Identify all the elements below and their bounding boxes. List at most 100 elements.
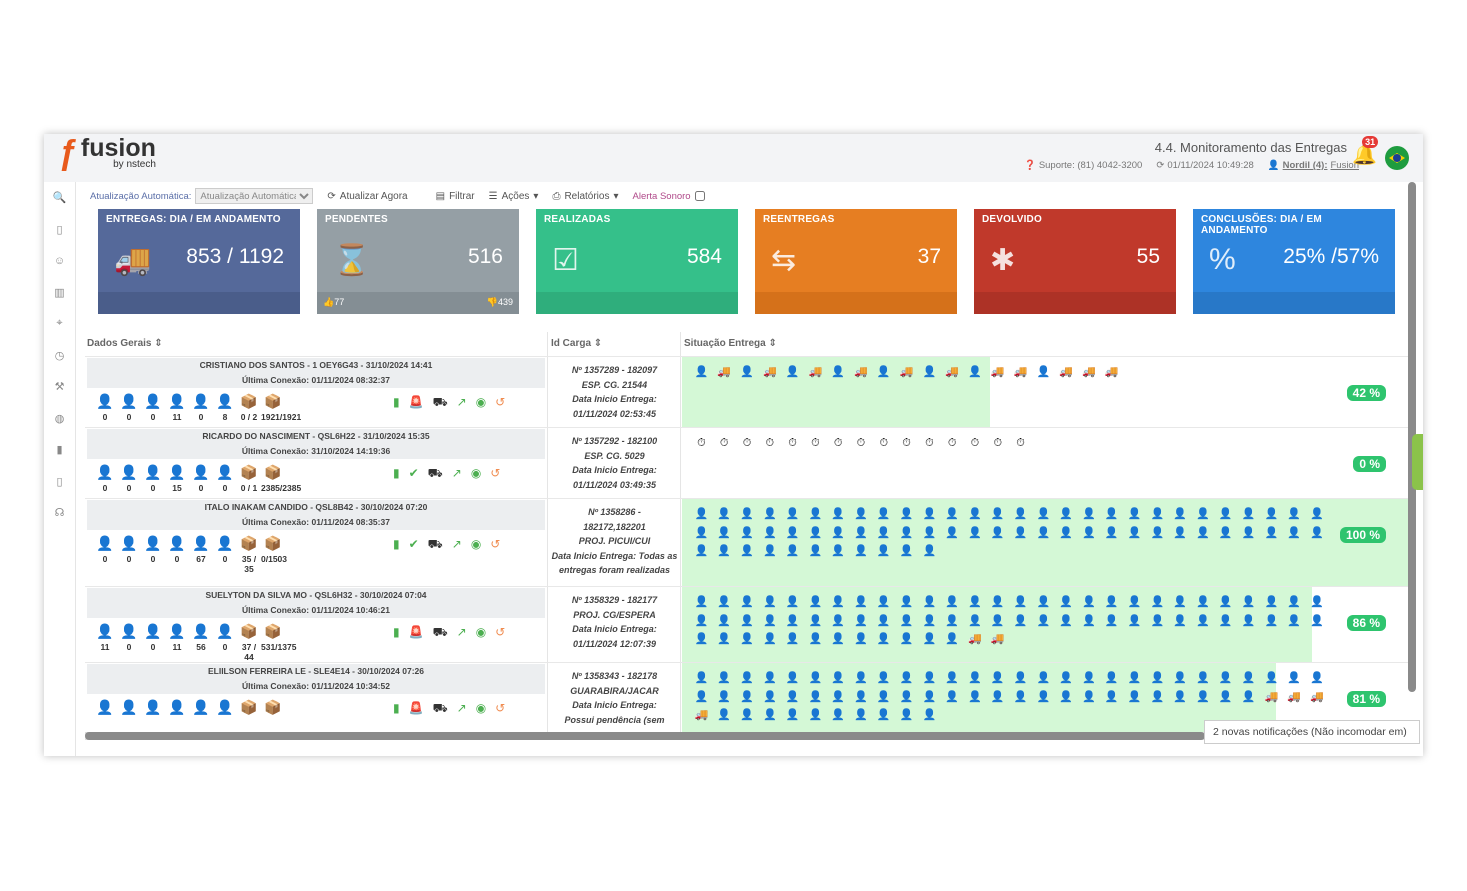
- person-green-icon[interactable]: 👤: [1218, 596, 1233, 608]
- person-green-icon[interactable]: 👤: [717, 709, 732, 721]
- person-green-icon[interactable]: 👤: [831, 526, 846, 539]
- person-green-icon[interactable]: 👤: [808, 690, 823, 703]
- person-green-icon[interactable]: 👤: [762, 526, 777, 539]
- globe-icon[interactable]: ◍: [54, 412, 65, 425]
- person-green-icon[interactable]: 👤: [1013, 526, 1028, 539]
- person-green-icon[interactable]: 👤: [990, 672, 1005, 684]
- document-icon[interactable]: ▯: [56, 223, 63, 236]
- actions-menu[interactable]: ☰ Ações ▾: [488, 190, 539, 202]
- person-green-icon[interactable]: 👤: [1173, 526, 1187, 539]
- person-green-icon[interactable]: 👤: [1173, 614, 1187, 627]
- person-green-icon[interactable]: 👤: [1310, 614, 1324, 627]
- person-green-icon[interactable]: 👤: [1036, 690, 1051, 703]
- history-icon[interactable]: ↺: [490, 537, 501, 551]
- person-green-icon[interactable]: 👤: [1218, 508, 1233, 520]
- gps-icon[interactable]: ◉: [475, 701, 487, 715]
- person-green-icon[interactable]: 👤: [808, 508, 823, 520]
- person-green-icon[interactable]: 👤: [1036, 508, 1051, 520]
- clock-icon[interactable]: ⏱: [697, 437, 706, 449]
- person-red-icon[interactable]: 👤: [740, 596, 754, 608]
- person-green-icon[interactable]: 👤: [740, 709, 754, 721]
- person-green-icon[interactable]: 👤: [785, 596, 800, 608]
- person-green-icon[interactable]: 👤: [1264, 672, 1279, 684]
- person-green-icon[interactable]: 👤: [694, 633, 709, 645]
- truck-icon[interactable]: 🚚: [1059, 366, 1073, 378]
- person-green-icon[interactable]: 👤: [1036, 596, 1051, 608]
- table-row[interactable]: RICARDO DO NASCIMENT - QSL6H22 - 31/10/2…: [85, 427, 1408, 498]
- user-menu[interactable]: 👤 Nordil (4): Fusion: [1267, 160, 1359, 171]
- side-tab-handle[interactable]: [1412, 434, 1423, 490]
- person-green-icon[interactable]: 👤: [808, 614, 823, 627]
- person-green-icon[interactable]: 👤: [831, 690, 846, 703]
- person-green-icon[interactable]: 👤: [922, 614, 937, 627]
- summary-card[interactable]: CONCLUSÕES: DIA / EM ANDAMENTO % 25% /57…: [1193, 209, 1395, 314]
- search-icon[interactable]: 🔍: [52, 192, 67, 205]
- person-red-icon[interactable]: 👤: [831, 672, 846, 684]
- person-green-icon[interactable]: 👤: [808, 709, 823, 721]
- person-red-icon[interactable]: 👤: [876, 596, 891, 608]
- person-green-icon[interactable]: 👤: [1287, 508, 1301, 520]
- person-green-icon[interactable]: 👤: [922, 545, 937, 557]
- person-orange-icon[interactable]: 👤: [876, 366, 891, 378]
- person-red-icon[interactable]: 👤: [1104, 672, 1119, 684]
- summary-card[interactable]: REENTREGAS ⇆ 37: [755, 209, 957, 314]
- table-row[interactable]: SUELYTON DA SILVA MO - QSL6H32 - 30/10/2…: [85, 586, 1408, 662]
- person-green-icon[interactable]: 👤: [1218, 672, 1233, 684]
- status-counter[interactable]: 👤 56: [189, 623, 213, 662]
- check-icon[interactable]: ✔: [408, 466, 419, 480]
- clock-icon[interactable]: ⏱: [1016, 437, 1025, 449]
- fusion-logo[interactable]: ƒ fusion by nstech: [58, 136, 156, 171]
- history-icon[interactable]: ↺: [495, 701, 506, 715]
- person-green-icon[interactable]: 👤: [1287, 596, 1301, 608]
- person-red-icon[interactable]: 👤: [1059, 690, 1073, 703]
- col-header-general[interactable]: Dados Gerais ⇕: [85, 332, 548, 356]
- person-red-icon[interactable]: 👤: [922, 690, 937, 703]
- person-green-icon[interactable]: 👤: [945, 633, 960, 645]
- person-yellow-icon[interactable]: 👤: [717, 672, 732, 684]
- battery-icon[interactable]: ▮: [393, 625, 400, 639]
- person-green-icon[interactable]: 👤: [922, 672, 937, 684]
- person-green-icon[interactable]: 👤: [899, 508, 914, 520]
- person-green-icon[interactable]: 👤: [1013, 672, 1028, 684]
- load-id-cell[interactable]: Nº 1357289 - 182097 ESP. CG. 21544 Data In…: [549, 357, 681, 427]
- person-green-icon[interactable]: 👤: [876, 690, 891, 703]
- person-red-icon[interactable]: 👤: [1082, 596, 1096, 608]
- history-icon[interactable]: ↺: [495, 625, 506, 639]
- person-green-icon[interactable]: 👤: [1196, 526, 1210, 539]
- wrench-icon[interactable]: ⚒: [54, 381, 65, 394]
- truck-icon[interactable]: 🚚: [1287, 690, 1301, 703]
- person-green-icon[interactable]: 👤: [1310, 526, 1324, 539]
- status-counter[interactable]: 👤 0: [141, 393, 165, 422]
- notifications-button[interactable]: 🔔 31: [1352, 136, 1379, 167]
- status-counter[interactable]: 👤 67: [189, 535, 213, 574]
- person-green-icon[interactable]: 👤: [717, 690, 732, 703]
- status-counter[interactable]: 📦 35 / 35: [237, 535, 261, 574]
- person-yellow-icon[interactable]: 👤: [922, 633, 937, 645]
- person-red-icon[interactable]: 👤: [876, 614, 891, 627]
- status-counter[interactable]: 📦: [261, 699, 285, 718]
- person-red-icon[interactable]: 👤: [990, 690, 1005, 703]
- gps-icon[interactable]: ◉: [475, 625, 487, 639]
- clock-icon[interactable]: ⏱: [833, 437, 843, 449]
- person-green-icon[interactable]: 👤: [785, 614, 800, 627]
- last-update[interactable]: ⟳ 01/11/2024 10:49:28: [1156, 160, 1254, 171]
- person-green-icon[interactable]: 👤: [899, 545, 914, 557]
- map-icon[interactable]: ▥: [54, 286, 65, 299]
- status-counter[interactable]: 👤 0: [141, 623, 165, 662]
- headset-icon[interactable]: ☊: [54, 507, 65, 520]
- person-green-icon[interactable]: 👤: [945, 672, 960, 684]
- person-green-icon[interactable]: 👤: [1082, 614, 1096, 627]
- person-yellow-icon[interactable]: 👤: [740, 672, 754, 684]
- brazil-flag-icon[interactable]: [1385, 146, 1409, 170]
- location-icon[interactable]: ⌖: [56, 317, 63, 330]
- person-green-icon[interactable]: 👤: [717, 633, 732, 645]
- person-green-icon[interactable]: 👤: [785, 690, 800, 703]
- summary-card[interactable]: PENDENTES ⌛ 516 👍77 👎439: [317, 209, 519, 314]
- person-green-icon[interactable]: 👤: [1264, 614, 1279, 627]
- person-green-icon[interactable]: 👤: [899, 526, 914, 539]
- person-green-icon[interactable]: 👤: [831, 709, 846, 721]
- status-counter[interactable]: 👤 0: [165, 535, 189, 574]
- truck-icon[interactable]: 🚚: [717, 366, 732, 378]
- person-green-icon[interactable]: 👤: [922, 508, 937, 520]
- person-green-icon[interactable]: 👤: [1082, 508, 1096, 520]
